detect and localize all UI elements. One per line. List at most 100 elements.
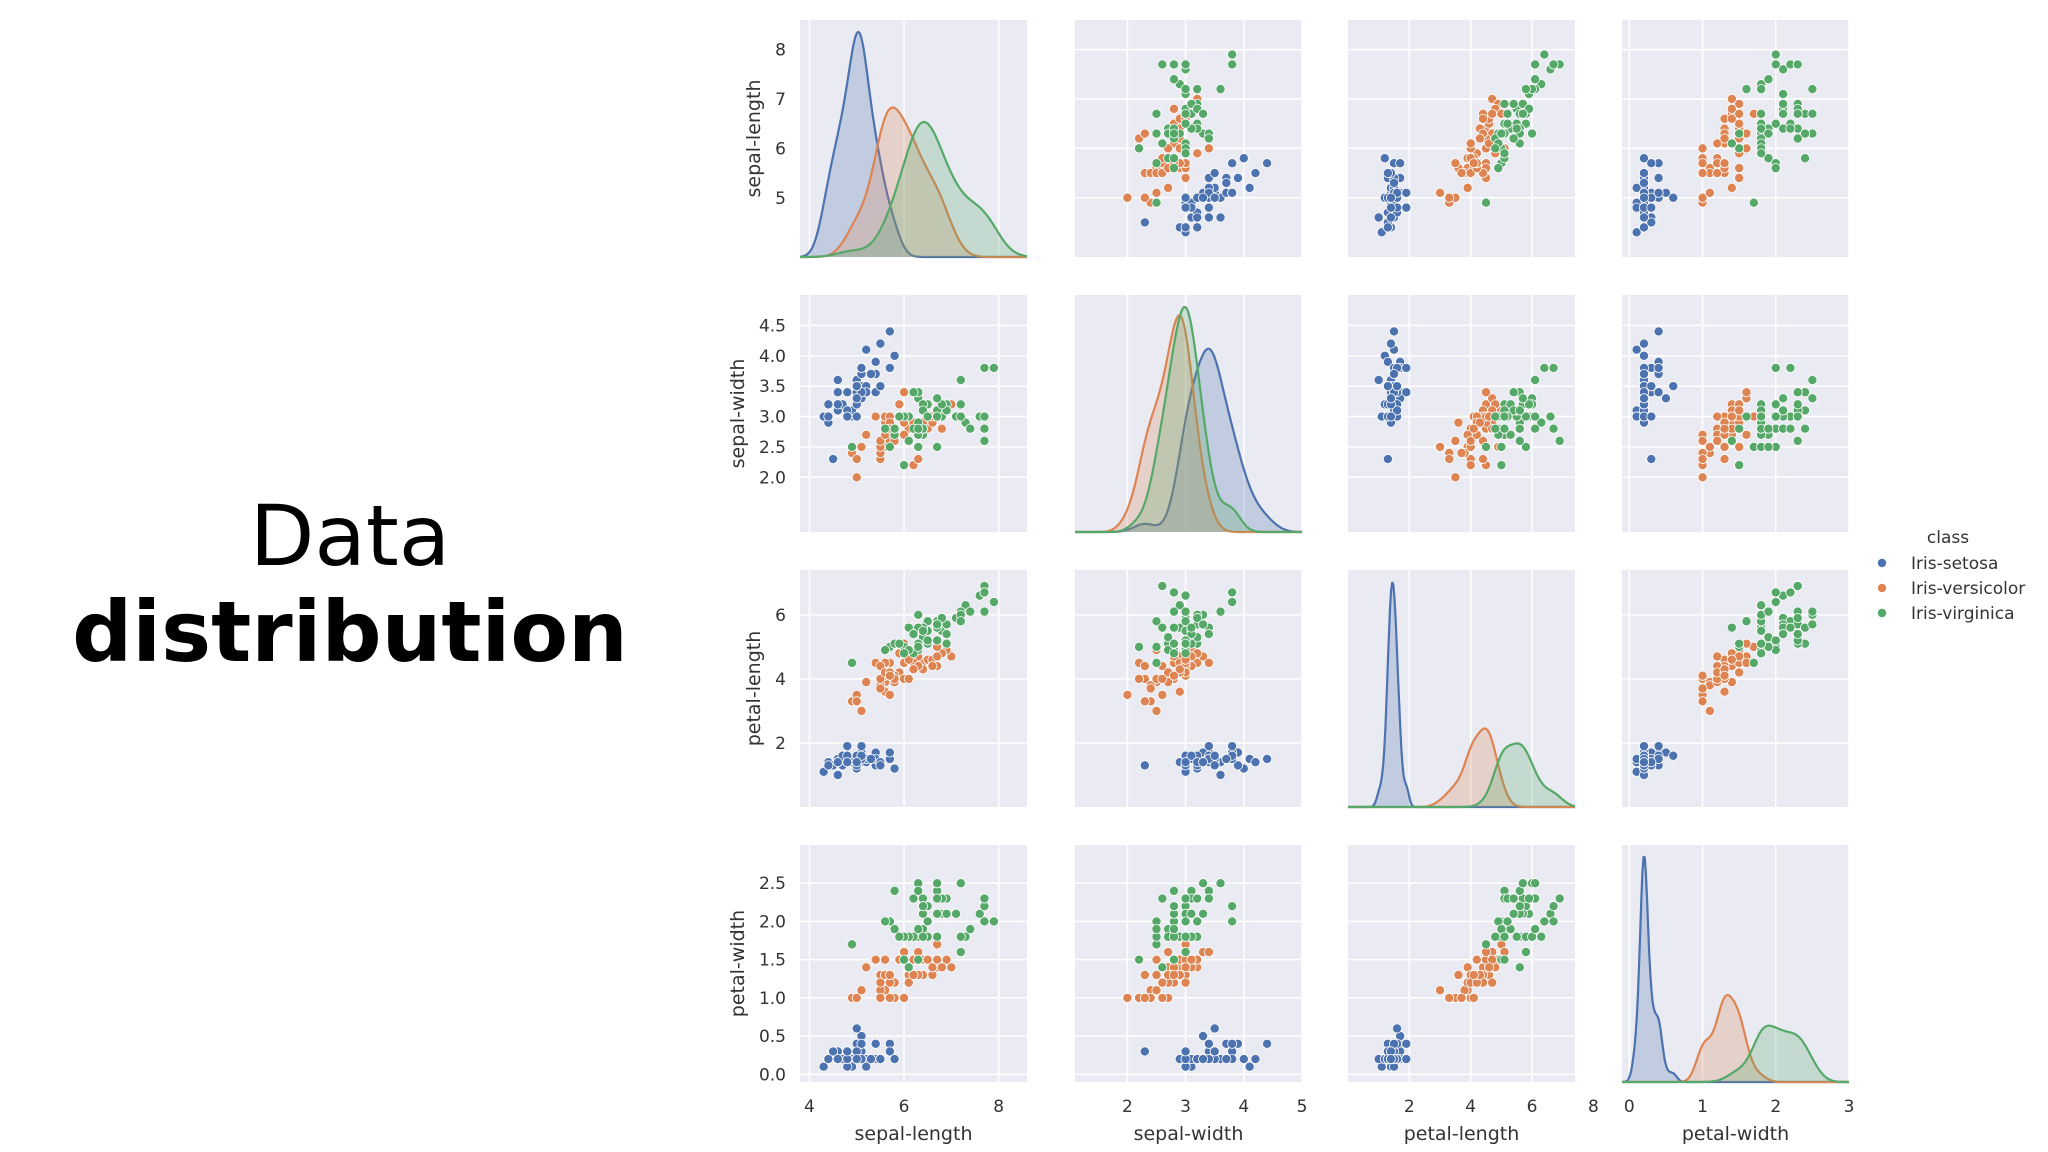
data-point-iris-versicolor	[1456, 168, 1467, 179]
y-tick-label: 1.0	[759, 989, 786, 1009]
data-point-iris-versicolor	[913, 454, 924, 465]
data-point-iris-setosa	[1631, 227, 1642, 238]
data-point-iris-versicolor	[1712, 168, 1723, 179]
data-point-iris-virginica	[1554, 893, 1565, 904]
data-point-iris-virginica	[1530, 924, 1541, 935]
data-point-iris-versicolor	[1435, 187, 1446, 198]
data-point-iris-virginica	[932, 908, 943, 919]
data-point-iris-versicolor	[1726, 113, 1737, 124]
data-point-iris-virginica	[1807, 84, 1818, 95]
data-point-iris-setosa	[1653, 362, 1664, 373]
data-point-iris-virginica	[979, 362, 990, 373]
data-point-iris-virginica	[1186, 622, 1197, 633]
data-point-iris-virginica	[899, 954, 910, 965]
data-point-iris-virginica	[1198, 108, 1209, 119]
data-point-iris-virginica	[1763, 74, 1774, 85]
panel-petal-width-vs-petal-width	[1622, 845, 1850, 1084]
data-point-iris-virginica	[1539, 49, 1550, 60]
data-point-iris-setosa	[828, 454, 839, 465]
data-point-iris-setosa	[1646, 411, 1657, 422]
data-point-iris-setosa	[851, 757, 862, 768]
x-tick-label: 3	[1180, 1097, 1191, 1117]
legend-label: Iris-versicolor	[1911, 579, 2025, 599]
data-point-iris-versicolor	[870, 411, 881, 422]
data-point-iris-setosa	[851, 1054, 862, 1065]
data-point-iris-virginica	[1778, 405, 1789, 416]
kde-fill-iris-virginica	[1075, 307, 1302, 532]
data-point-iris-virginica	[979, 587, 990, 598]
data-point-iris-virginica	[1163, 632, 1174, 643]
data-point-iris-virginica	[1548, 901, 1559, 912]
data-point-iris-virginica	[1770, 399, 1781, 410]
data-point-iris-virginica	[1168, 128, 1179, 139]
data-point-iris-virginica	[1770, 635, 1781, 646]
data-point-iris-virginica	[1168, 954, 1179, 965]
data-point-iris-setosa	[1392, 405, 1403, 416]
panel-background	[1348, 20, 1575, 257]
kde-line-iris-virginica	[1622, 1024, 1849, 1084]
x-tick-label: 3	[1844, 1097, 1855, 1117]
data-point-iris-versicolor	[1712, 138, 1723, 149]
data-point-iris-versicolor	[1444, 454, 1455, 465]
data-point-iris-virginica	[941, 638, 952, 649]
legend-marker-iris-setosa	[1877, 558, 1888, 569]
data-point-iris-virginica	[1496, 460, 1507, 471]
data-point-iris-virginica	[955, 931, 966, 942]
data-point-iris-virginica	[1520, 947, 1531, 958]
data-point-iris-versicolor	[875, 992, 886, 1003]
data-point-iris-versicolor	[1456, 992, 1467, 1003]
data-point-iris-virginica	[913, 441, 924, 452]
data-point-iris-virginica	[913, 885, 924, 896]
data-point-iris-virginica	[1180, 84, 1191, 95]
data-point-iris-versicolor	[932, 651, 943, 662]
data-point-iris-versicolor	[1174, 686, 1185, 697]
data-point-iris-versicolor	[1726, 94, 1737, 105]
data-point-iris-setosa	[1198, 757, 1209, 768]
data-point-iris-setosa	[1385, 338, 1396, 349]
data-point-iris-virginica	[1807, 108, 1818, 119]
data-point-iris-setosa	[851, 381, 862, 392]
data-point-iris-versicolor	[1712, 411, 1723, 422]
data-point-iris-virginica	[913, 924, 924, 935]
data-point-iris-virginica	[1741, 411, 1752, 422]
data-point-iris-versicolor	[1203, 947, 1214, 958]
data-point-iris-versicolor	[1456, 447, 1467, 458]
data-point-iris-versicolor	[1477, 454, 1488, 465]
data-point-iris-setosa	[1373, 375, 1384, 386]
data-point-iris-virginica	[922, 411, 933, 422]
data-point-iris-setosa	[1192, 212, 1203, 223]
data-point-iris-virginica	[1792, 108, 1803, 119]
data-point-iris-setosa	[1192, 222, 1203, 233]
data-point-iris-virginica	[903, 435, 914, 446]
y-tick-label: 2.5	[759, 438, 786, 458]
y-tick-label: 0.0	[759, 1065, 786, 1085]
data-point-iris-virginica	[1180, 893, 1191, 904]
data-point-iris-versicolor	[1180, 962, 1191, 973]
data-point-iris-virginica	[1508, 133, 1519, 144]
data-point-iris-virginica	[1539, 362, 1550, 373]
data-point-iris-virginica	[1770, 49, 1781, 60]
data-point-iris-setosa	[818, 1061, 829, 1072]
data-point-iris-versicolor	[1122, 992, 1133, 1003]
data-point-iris-versicolor	[1477, 113, 1488, 124]
kde-fill-iris-setosa	[800, 32, 1027, 257]
data-point-iris-versicolor	[861, 429, 872, 440]
data-point-iris-virginica	[1785, 423, 1796, 434]
data-point-iris-virginica	[1180, 108, 1191, 119]
data-point-iris-setosa	[884, 747, 895, 758]
data-point-iris-virginica	[1227, 49, 1238, 60]
panel-background	[1348, 845, 1575, 1082]
data-point-iris-setosa	[861, 1061, 872, 1072]
data-point-iris-virginica	[1548, 916, 1559, 927]
data-point-iris-virginica	[1180, 59, 1191, 70]
data-point-iris-versicolor	[1151, 705, 1162, 716]
data-point-iris-virginica	[1763, 128, 1774, 139]
data-point-iris-virginica	[1490, 411, 1501, 422]
data-point-iris-virginica	[1508, 893, 1519, 904]
data-point-iris-virginica	[1734, 638, 1745, 649]
kde-fill-iris-versicolor	[1348, 728, 1575, 807]
data-point-iris-setosa	[889, 763, 900, 774]
data-point-iris-versicolor	[1712, 435, 1723, 446]
data-point-iris-virginica	[979, 606, 990, 617]
data-point-iris-virginica	[1151, 158, 1162, 169]
